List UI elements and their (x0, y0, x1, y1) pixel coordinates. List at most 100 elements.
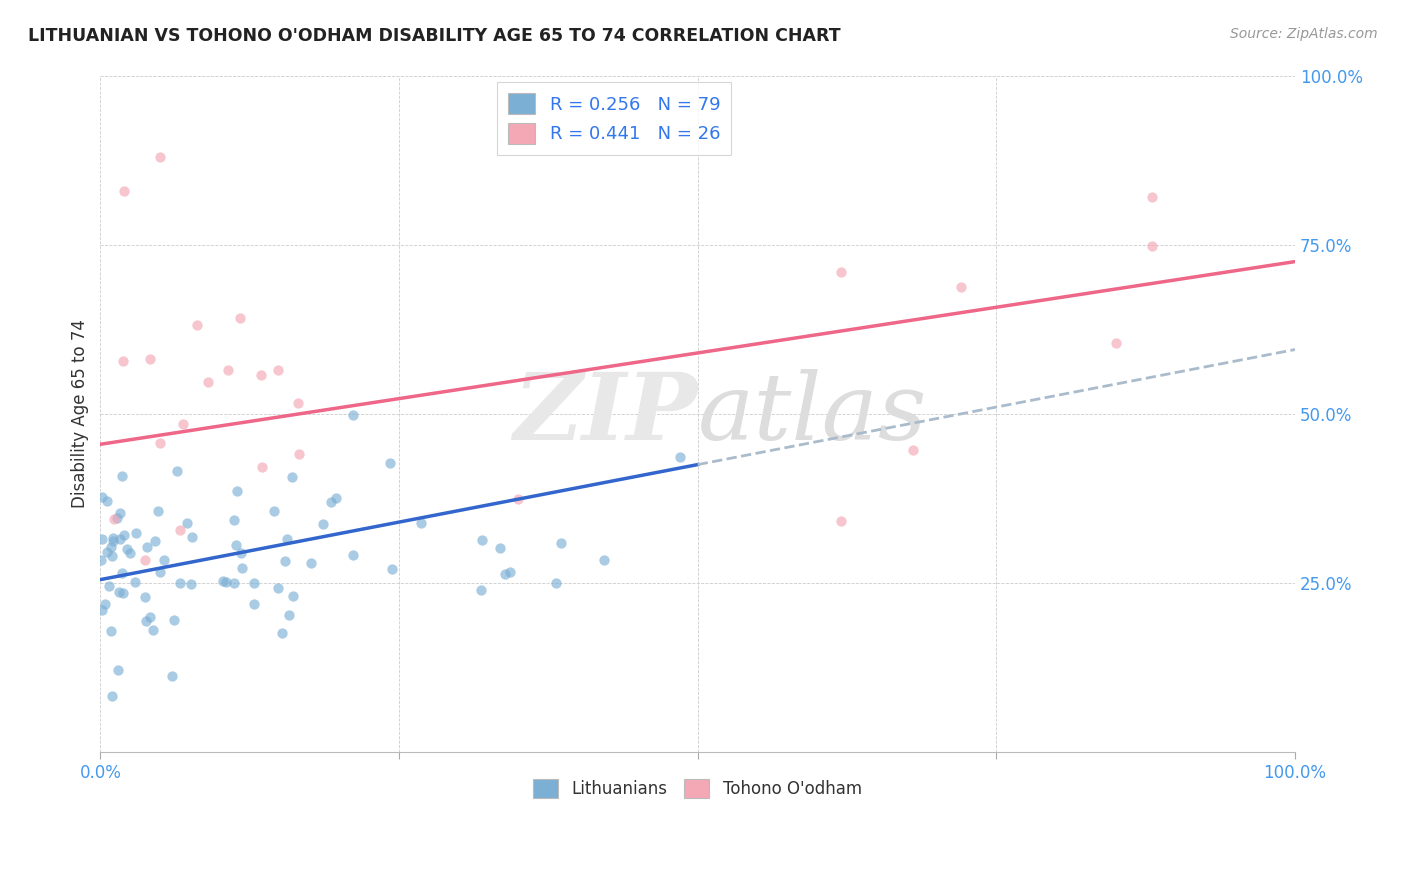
Point (96, 545, 118, 559)
Point (243, 597, 266, 611)
Point (197, 376, 219, 390)
Point (267, 581, 290, 595)
Point (134, 590, 156, 604)
Point (163, 613, 186, 627)
Text: ZIP: ZIP (513, 368, 697, 458)
Point (231, 560, 253, 574)
Point (342, 548, 364, 562)
Point (508, 492, 530, 507)
Point (471, 533, 494, 547)
Point (411, 516, 433, 530)
Point (287, 396, 309, 410)
Point (1140, 238, 1163, 252)
Point (105, 511, 128, 525)
Point (149, 435, 172, 450)
Point (120, 546, 142, 560)
Point (274, 554, 297, 568)
Point (108, 506, 131, 520)
Point (101, 534, 124, 549)
Point (186, 318, 208, 332)
Point (101, 689, 124, 703)
Point (325, 491, 347, 506)
Point (169, 576, 191, 591)
Point (125, 525, 148, 540)
Point (115, 541, 138, 556)
Point (111, 469, 134, 483)
Point (321, 495, 343, 509)
Point (112, 354, 135, 368)
Point (311, 517, 333, 532)
Point (1140, 190, 1163, 204)
Point (287, 447, 309, 461)
Point (669, 450, 692, 464)
Point (224, 575, 246, 590)
Legend: Lithuanians, Tohono O'odham: Lithuanians, Tohono O'odham (527, 772, 869, 805)
Point (217, 363, 239, 377)
Point (231, 546, 253, 560)
Point (143, 534, 166, 549)
Point (271, 625, 294, 640)
Point (222, 513, 245, 527)
Point (112, 528, 135, 542)
Point (142, 623, 165, 637)
Point (146, 504, 169, 518)
Point (111, 586, 134, 600)
Point (90, 533, 112, 547)
Point (96, 493, 118, 508)
Point (215, 574, 238, 589)
Point (94, 597, 117, 611)
Point (278, 607, 301, 622)
Point (380, 456, 402, 470)
Point (100, 624, 122, 638)
Point (1105, 336, 1128, 351)
Point (135, 614, 157, 628)
Point (100, 540, 122, 554)
Y-axis label: Disability Age 65 to 74: Disability Age 65 to 74 (72, 319, 89, 508)
Point (103, 512, 125, 526)
Point (169, 523, 191, 537)
Point (176, 516, 198, 530)
Point (181, 530, 204, 544)
Point (830, 265, 852, 279)
Point (112, 184, 135, 198)
Text: LITHUANIAN VS TOHONO O'ODHAM DISABILITY AGE 65 TO 74 CORRELATION CHART: LITHUANIAN VS TOHONO O'ODHAM DISABILITY … (28, 27, 841, 45)
Point (212, 574, 235, 589)
Point (172, 417, 194, 431)
Point (250, 460, 273, 475)
Point (111, 566, 134, 580)
Point (180, 577, 202, 591)
Point (108, 532, 131, 546)
Point (276, 532, 298, 546)
Point (160, 668, 183, 682)
Point (136, 540, 159, 554)
Point (149, 150, 172, 164)
Point (229, 311, 252, 326)
Point (139, 609, 162, 624)
Point (134, 553, 156, 567)
Point (342, 408, 364, 422)
Text: Source: ZipAtlas.com: Source: ZipAtlas.com (1230, 27, 1378, 41)
Point (91, 490, 114, 504)
Point (166, 464, 188, 478)
Point (153, 553, 176, 567)
Point (592, 552, 614, 566)
Point (90, 553, 112, 567)
Point (103, 532, 125, 546)
Point (263, 504, 285, 518)
Point (98, 579, 121, 593)
Point (91, 603, 114, 617)
Point (267, 363, 290, 377)
Point (108, 584, 131, 599)
Point (124, 575, 146, 590)
Point (381, 562, 404, 576)
Point (494, 566, 516, 581)
Text: atlas: atlas (697, 368, 927, 458)
Point (249, 368, 271, 382)
Point (243, 575, 266, 590)
Point (281, 589, 304, 603)
Point (830, 514, 852, 528)
Point (281, 470, 304, 484)
Point (101, 549, 124, 564)
Point (299, 556, 322, 570)
Point (544, 575, 567, 590)
